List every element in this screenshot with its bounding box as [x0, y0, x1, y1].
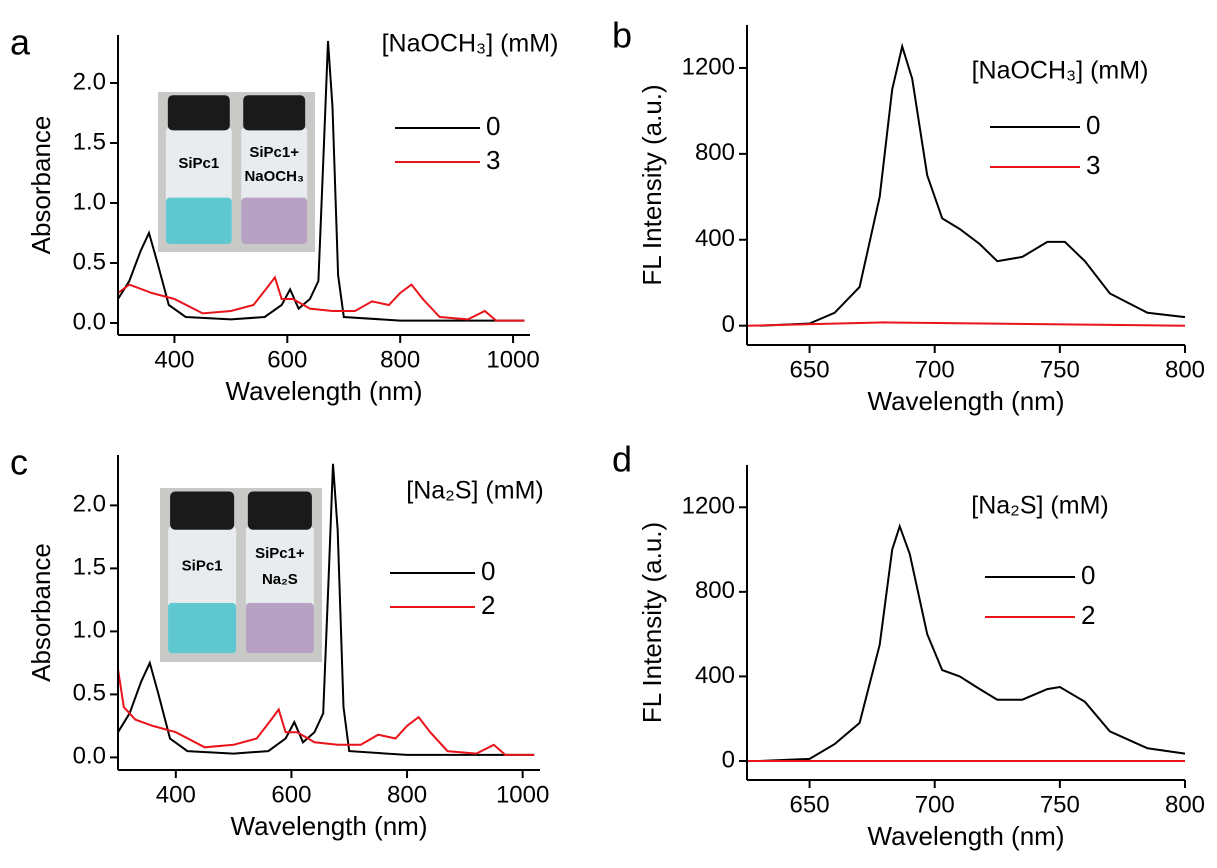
y-tick-label: 1.5 [73, 554, 106, 581]
data-line [117, 463, 535, 756]
y-axis-label: FL Intensity (a.u.) [637, 522, 667, 723]
data-line [759, 42, 1186, 327]
legend-label: 2 [1081, 600, 1095, 630]
legend-label: 0 [486, 111, 500, 141]
x-axis-label: Wavelength (nm) [226, 376, 423, 406]
data-line [117, 669, 535, 756]
inset-label: SiPc1+ [255, 545, 305, 562]
y-tick-label: 800 [695, 577, 735, 604]
vial-cap [167, 95, 230, 131]
x-tick-label: 650 [790, 356, 830, 383]
vial-cap [170, 491, 235, 530]
vial-cap [247, 491, 312, 530]
vial-liquid [165, 197, 232, 244]
inset-label: Na₂S [262, 571, 298, 588]
y-tick-label: 1200 [682, 53, 735, 80]
x-tick-label: 1000 [486, 346, 539, 373]
legend-label: 0 [481, 556, 495, 586]
x-tick-label: 800 [380, 346, 420, 373]
y-tick-label: 0.0 [73, 743, 106, 770]
y-tick-label: 400 [695, 662, 735, 689]
panel-label: a [10, 22, 31, 63]
vial-liquid [168, 602, 237, 654]
legend-title: [Na₂S] (mM) [406, 477, 543, 505]
x-tick-label: 1000 [496, 781, 549, 808]
y-tick-label: 2.0 [73, 68, 106, 95]
y-tick-label: 0 [722, 311, 735, 338]
y-tick-label: 800 [695, 139, 735, 166]
vial-liquid [241, 197, 308, 244]
y-tick-label: 0.5 [73, 248, 106, 275]
inset-label: SiPc1 [178, 155, 219, 172]
vial-cap [243, 95, 306, 131]
y-tick-label: 0.0 [73, 308, 106, 335]
x-tick-label: 800 [1165, 791, 1205, 818]
x-axis-label: Wavelength (nm) [231, 811, 428, 841]
data-line [746, 321, 1186, 327]
legend-label: 3 [486, 145, 500, 175]
y-axis-label: Absorbance [26, 543, 56, 682]
y-tick-label: 1.5 [73, 128, 106, 155]
x-tick-label: 650 [790, 791, 830, 818]
inset-label: SiPc1 [182, 557, 223, 574]
x-tick-label: 400 [154, 346, 194, 373]
panel-label: d [612, 439, 632, 480]
x-tick-label: 800 [387, 781, 427, 808]
inset-label: NaOCH₃ [244, 168, 304, 185]
legend-title: [Na₂S] (mM) [971, 492, 1108, 520]
x-tick-label: 700 [915, 356, 955, 383]
legend-label: 2 [481, 590, 495, 620]
legend-label: 0 [1086, 110, 1100, 140]
y-axis-label: Absorbance [26, 116, 56, 255]
panel-label: b [612, 15, 632, 56]
legend-label: 3 [1086, 150, 1100, 180]
y-tick-label: 1.0 [73, 617, 106, 644]
y-tick-label: 1.0 [73, 188, 106, 215]
y-tick-label: 0.5 [73, 680, 106, 707]
legend-title: [NaOCH₃] (mM) [972, 57, 1149, 85]
x-tick-label: 800 [1165, 356, 1205, 383]
x-tick-label: 600 [267, 346, 307, 373]
x-axis-label: Wavelength (nm) [868, 386, 1065, 416]
inset-label: SiPc1+ [249, 144, 299, 161]
x-axis-label: Wavelength (nm) [868, 821, 1065, 851]
panel-label: c [10, 442, 28, 483]
x-tick-label: 400 [156, 781, 196, 808]
y-tick-label: 1200 [682, 493, 735, 520]
legend-title: [NaOCH₃] (mM) [382, 30, 559, 58]
x-tick-label: 750 [1040, 791, 1080, 818]
x-tick-label: 750 [1040, 356, 1080, 383]
data-line [759, 523, 1186, 762]
data-line [117, 40, 525, 322]
x-tick-label: 600 [271, 781, 311, 808]
legend-label: 0 [1081, 560, 1095, 590]
y-tick-label: 400 [695, 225, 735, 252]
data-line [117, 275, 525, 322]
vial-liquid [245, 602, 314, 654]
y-tick-label: 2.0 [73, 491, 106, 518]
x-tick-label: 700 [915, 791, 955, 818]
y-axis-label: FL Intensity (a.u.) [637, 84, 667, 285]
y-tick-label: 0 [722, 746, 735, 773]
